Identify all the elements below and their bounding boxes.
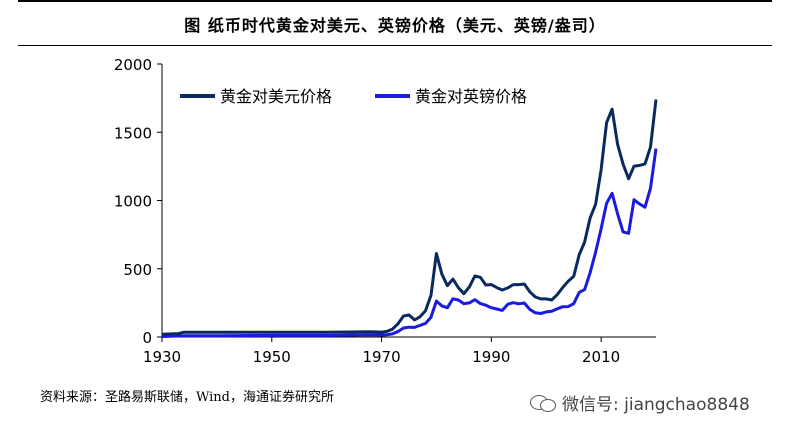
chart-title: 图 纸币时代黄金对美元、英镑价格（美元、英镑/盎司） (184, 16, 606, 35)
y-tick-label: 0 (142, 329, 152, 347)
legend-label-gbp: 黄金对英镑价格 (415, 87, 527, 106)
watermark: 微信号: jiangchao8848 (530, 390, 750, 415)
series-line-gbp (161, 148, 658, 338)
legend-label-usd: 黄金对美元价格 (220, 87, 332, 106)
y-tick-label: 1500 (114, 124, 152, 142)
source-note: 资料来源：圣路易斯联储，Wind，海通证券研究所 (40, 390, 334, 405)
chart-title-bar: 图 纸币时代黄金对美元、英镑价格（美元、英镑/盎司） (18, 0, 772, 46)
series-line-usd (161, 99, 658, 336)
x-tick-label: 1970 (362, 348, 400, 366)
x-tick-label: 1990 (472, 348, 510, 366)
y-tick-label: 1000 (114, 193, 152, 211)
x-tick-label: 1950 (253, 348, 291, 366)
y-tick-label: 500 (123, 261, 152, 279)
wechat-icon (530, 393, 556, 413)
y-tick-label: 2000 (114, 56, 152, 74)
x-tick-label: 2010 (582, 348, 620, 366)
gold-price-line-chart: 0 500 1000 1500 2000 1930 1950 1970 1990 2010 黄金对美… (114, 56, 658, 366)
x-tick-label: 1930 (143, 348, 181, 366)
watermark-text: 微信号: jiangchao8848 (562, 395, 750, 415)
